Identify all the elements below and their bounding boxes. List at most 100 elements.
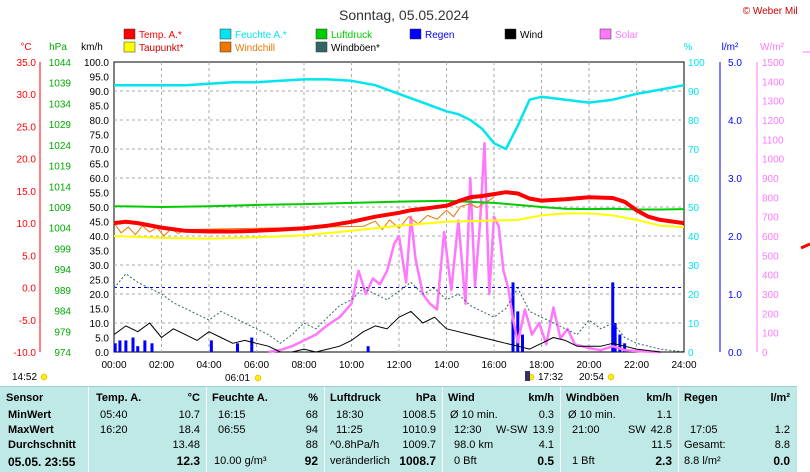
gust-bft: 1 Bft [572,455,595,467]
tick-rain: 4.0 [728,116,742,127]
x-tick: 10:00 [339,360,364,371]
hdr-temp-unit: °C [187,392,200,404]
tick-temp: 15.0 [17,187,37,198]
tick-temp: 35.0 [17,58,37,69]
rain-bar [118,340,122,352]
rain-bar [611,282,615,352]
legend-swatch [123,41,136,53]
tick-solar: 300 [762,290,779,301]
tick-wind: 65.0 [90,160,110,171]
wind-min-label: Ø 10 min. [450,409,498,421]
legend-swatch [315,28,328,40]
x-tick: 18:00 [529,360,554,371]
legend-swatch [219,28,232,40]
sun-event-label: 06:01 [225,373,250,384]
hdr-wind: Wind [448,392,475,404]
tick-humidity: 70 [688,145,700,156]
copyright: © Weber Mike [743,6,807,17]
tick-wind: 80.0 [90,116,110,127]
tick-rain: 5.0 [728,58,742,69]
series-solar [268,141,661,354]
rain-bar [124,340,128,352]
press-min-time: 18:30 [336,409,364,421]
legend-item: Regen [425,30,454,41]
x-tick: 02:00 [149,360,174,371]
tick-wind: 25.0 [90,276,110,287]
legend-swatch [315,41,328,53]
rain-bar [236,343,239,352]
axis-unit-wind: km/h [81,42,103,53]
legend-item: Feuchte A.* [235,30,287,41]
x-tick: 06:00 [244,360,269,371]
series-temp-a [113,190,685,234]
x-tick: 14:00 [434,360,459,371]
tick-rain: 1.0 [728,290,742,301]
tick-solar: 800 [762,193,779,204]
legend-item: Taupunkt* [139,43,184,54]
rain-bar [516,311,520,352]
gust-max: 42.8 [650,424,672,436]
tick-solar: 1000 [762,155,785,166]
hum-max: 94 [305,424,318,436]
tick-wind: 70.0 [90,145,110,156]
x-tick: 04:00 [196,360,221,371]
legend: Temp. A.* Feuchte A.* Luftdruck Regen Wind So… [123,28,639,54]
sun-event-label: 14:52 [12,372,37,383]
gust-max-dir: SW [628,424,646,436]
tick-humidity: 0 [688,348,694,359]
tick-wind: 10.0 [90,319,110,330]
tick-wind: 15.0 [90,305,110,316]
tick-pressure: 1004 [49,224,72,235]
hum-min-time: 16:15 [218,409,246,421]
wind-bft: 0 Bft [454,455,477,467]
legend-swatch [219,41,232,53]
row-label-current: 05.05. 23:55 [8,455,76,469]
hum-max-time: 06:55 [218,424,246,436]
row-label-avg: Durchschnitt [8,439,76,451]
wind-min: 0.3 [538,409,554,421]
rain-bar [150,343,154,352]
side-decoration [797,0,810,386]
tick-solar: 0 [762,348,768,359]
tick-pressure: 1024 [49,141,72,152]
tick-humidity: 50 [688,203,700,214]
tick-wind: 40.0 [90,232,110,243]
rain-total-label: Gesamt: [684,439,726,451]
sun-icon [254,374,262,382]
tick-wind: 90.0 [90,87,110,98]
tick-solar: 400 [762,271,779,282]
hum-min: 68 [305,409,318,421]
rain-bar [623,343,627,352]
tick-humidity: 60 [688,174,700,185]
rain-bar [143,340,147,352]
hdr-wind-unit: km/h [528,392,554,404]
temp-avg: 13.48 [172,439,200,451]
tick-solar: 500 [762,251,779,262]
tick-rain: 0.0 [728,348,742,359]
gust-max-time: 21:00 [572,424,600,436]
rain-bar [613,323,617,352]
x-axis: 00:00 02:00 04:00 06:00 08:00 10:00 12:00 14:00… [101,360,696,371]
tick-wind: 60.0 [90,174,110,185]
press-current: 1008.7 [399,454,436,468]
weather-chart: Sonntag, 05.05.2024 © Weber Mike Temp. A… [12,0,810,386]
axis-unit-rain: l/m² [722,42,739,53]
wind-current: 0.5 [537,454,554,468]
legend-swatch [409,28,422,40]
tick-pressure: 1044 [49,58,72,69]
legend-swatch [504,28,517,40]
tick-wind: 30.0 [90,261,110,272]
axis-unit-pressure: hPa [49,42,67,53]
press-max: 1010.9 [402,424,436,436]
sun-event-label: 17:32 [538,372,563,383]
rain-max: 1.2 [774,424,790,436]
right-margin [797,0,810,386]
tick-humidity: 100 [688,58,705,69]
tick-temp: 30.0 [17,90,37,101]
series-taupunkt [113,212,685,240]
temp-edge-mark [800,242,810,250]
tick-wind: 85.0 [90,102,110,113]
sun-icon [607,373,615,381]
tick-rain: 3.0 [728,174,742,185]
col-sep [88,387,89,472]
